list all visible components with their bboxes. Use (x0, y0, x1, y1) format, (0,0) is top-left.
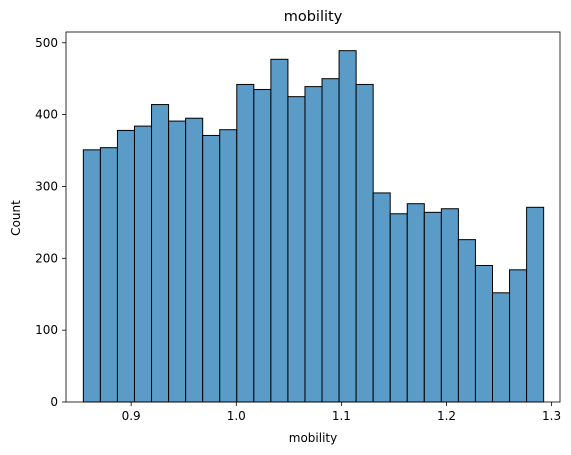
chart-title: mobility (284, 9, 343, 25)
histogram-bar (99, 147, 118, 403)
histogram-bar (304, 86, 323, 403)
y-tick-label: 200 (35, 251, 58, 265)
x-tick-label: 1.3 (542, 409, 561, 423)
plot-frame (65, 31, 561, 403)
histogram-bar (440, 208, 459, 403)
histogram-bar (133, 125, 153, 403)
x-tick-label: 0.9 (122, 409, 141, 423)
histogram-bar (526, 206, 545, 403)
histogram-bar (474, 264, 494, 403)
x-tick-label: 1.1 (332, 409, 351, 423)
x-tick-label: 1.2 (437, 409, 456, 423)
histogram-bar (287, 96, 306, 403)
histogram-bar (202, 134, 221, 403)
histogram-bar (270, 58, 289, 403)
y-axis-ticks: 0 100 200 300 400 500 (35, 36, 66, 409)
histogram-bar (236, 83, 255, 403)
x-axis-label: mobility (289, 431, 337, 445)
x-tick-label: 1.0 (227, 409, 246, 423)
histogram-bar (372, 192, 391, 403)
histogram-bars (82, 50, 545, 403)
histogram-bar (457, 239, 476, 403)
histogram-bar (253, 88, 272, 403)
histogram-bar (509, 269, 528, 403)
histogram-bar (355, 83, 374, 403)
y-axis-label: Count (9, 200, 23, 236)
histogram-bar (492, 292, 511, 403)
histogram-bar (219, 129, 238, 403)
histogram-bar (185, 117, 204, 403)
histogram-bar (321, 78, 340, 403)
histogram-bar (338, 50, 357, 403)
y-tick-label: 500 (35, 36, 58, 50)
histogram-bar (116, 129, 135, 403)
y-tick-label: 300 (35, 179, 58, 193)
histogram-bar (423, 211, 442, 403)
histogram-bar (168, 120, 187, 403)
histogram-bar (406, 203, 425, 403)
histogram-bar (82, 149, 101, 403)
y-tick-label: 0 (50, 395, 58, 409)
x-axis-ticks: 0.9 1.0 1.1 1.2 1.3 (122, 402, 561, 423)
histogram-bar (389, 213, 408, 403)
histogram-bar (151, 104, 170, 403)
y-tick-label: 400 (35, 108, 58, 122)
y-tick-label: 100 (35, 323, 58, 337)
